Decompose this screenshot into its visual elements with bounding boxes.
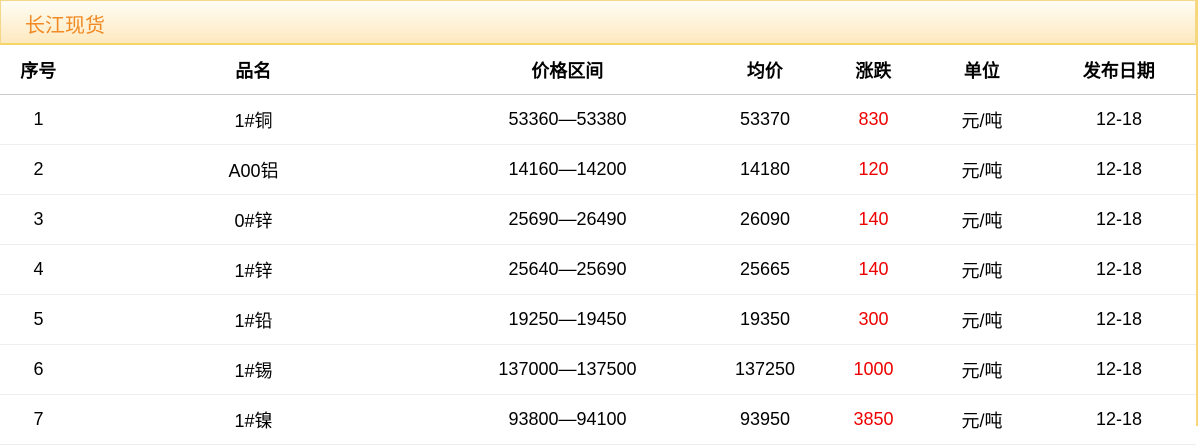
cell-date: 12-18 [1042,144,1196,195]
col-change: 涨跌 [825,45,922,95]
panel-header: 长江现货 [0,0,1196,45]
cell-date: 12-18 [1042,344,1196,395]
cell-name: 0#锌 [77,194,430,245]
cell-range: 25640—25690 [430,244,705,295]
cell-change: 1000 [825,344,922,395]
price-table: 序号 品名 价格区间 均价 涨跌 单位 发布日期 1 1#铜 53360—53380… [0,45,1196,445]
col-avg: 均价 [705,45,825,95]
cell-range: 25690—26490 [430,194,705,245]
cell-date: 12-18 [1042,294,1196,345]
cell-name: 1#铜 [77,94,430,145]
col-name: 品名 [77,45,430,95]
cell-unit: 元/吨 [922,294,1042,345]
table-row: 5 1#铅 19250—19450 19350 300 元/吨 12-18 [0,294,1196,345]
table-row: 2 A00铝 14160—14200 14180 120 元/吨 12-18 [0,144,1196,195]
cell-name: 1#锡 [77,344,430,395]
cell-change: 830 [825,94,922,145]
table-row: 6 1#锡 137000—137500 137250 1000 元/吨 12-18 [0,344,1196,395]
cell-range: 137000—137500 [430,344,705,395]
cell-unit: 元/吨 [922,344,1042,395]
cell-name: 1#镍 [77,394,430,445]
cell-avg: 25665 [705,244,825,295]
cell-range: 14160—14200 [430,144,705,195]
cell-change: 140 [825,244,922,295]
cell-index: 7 [0,394,77,445]
header-row: 序号 品名 价格区间 均价 涨跌 单位 发布日期 [0,45,1196,95]
cell-avg: 137250 [705,344,825,395]
table-row: 7 1#镍 93800—94100 93950 3850 元/吨 12-18 [0,394,1196,445]
cell-unit: 元/吨 [922,244,1042,295]
cell-change: 120 [825,144,922,195]
cell-index: 6 [0,344,77,395]
table-row: 3 0#锌 25690—26490 26090 140 元/吨 12-18 [0,194,1196,245]
cell-range: 53360—53380 [430,94,705,145]
cell-change: 3850 [825,394,922,445]
cell-index: 2 [0,144,77,195]
cell-change: 300 [825,294,922,345]
col-date: 发布日期 [1042,45,1196,95]
cell-name: 1#锌 [77,244,430,295]
cell-avg: 26090 [705,194,825,245]
cell-date: 12-18 [1042,244,1196,295]
cell-name: 1#铅 [77,294,430,345]
table-row: 1 1#铜 53360—53380 53370 830 元/吨 12-18 [0,94,1196,145]
cell-index: 5 [0,294,77,345]
cell-change: 140 [825,194,922,245]
col-range: 价格区间 [430,45,705,95]
panel-title: 长江现货 [25,13,105,37]
cell-range: 19250—19450 [430,294,705,345]
cell-index: 1 [0,94,77,145]
cell-date: 12-18 [1042,194,1196,245]
cell-name: A00铝 [77,144,430,195]
cell-unit: 元/吨 [922,144,1042,195]
cell-range: 93800—94100 [430,394,705,445]
cell-unit: 元/吨 [922,94,1042,145]
cell-unit: 元/吨 [922,394,1042,445]
cell-date: 12-18 [1042,94,1196,145]
table-row: 4 1#锌 25640—25690 25665 140 元/吨 12-18 [0,244,1196,295]
cell-index: 4 [0,244,77,295]
cell-date: 12-18 [1042,394,1196,445]
cell-avg: 53370 [705,94,825,145]
cell-avg: 14180 [705,144,825,195]
cell-avg: 93950 [705,394,825,445]
cell-avg: 19350 [705,294,825,345]
col-unit: 单位 [922,45,1042,95]
col-index: 序号 [0,45,77,95]
cell-unit: 元/吨 [922,194,1042,245]
cell-index: 3 [0,194,77,245]
